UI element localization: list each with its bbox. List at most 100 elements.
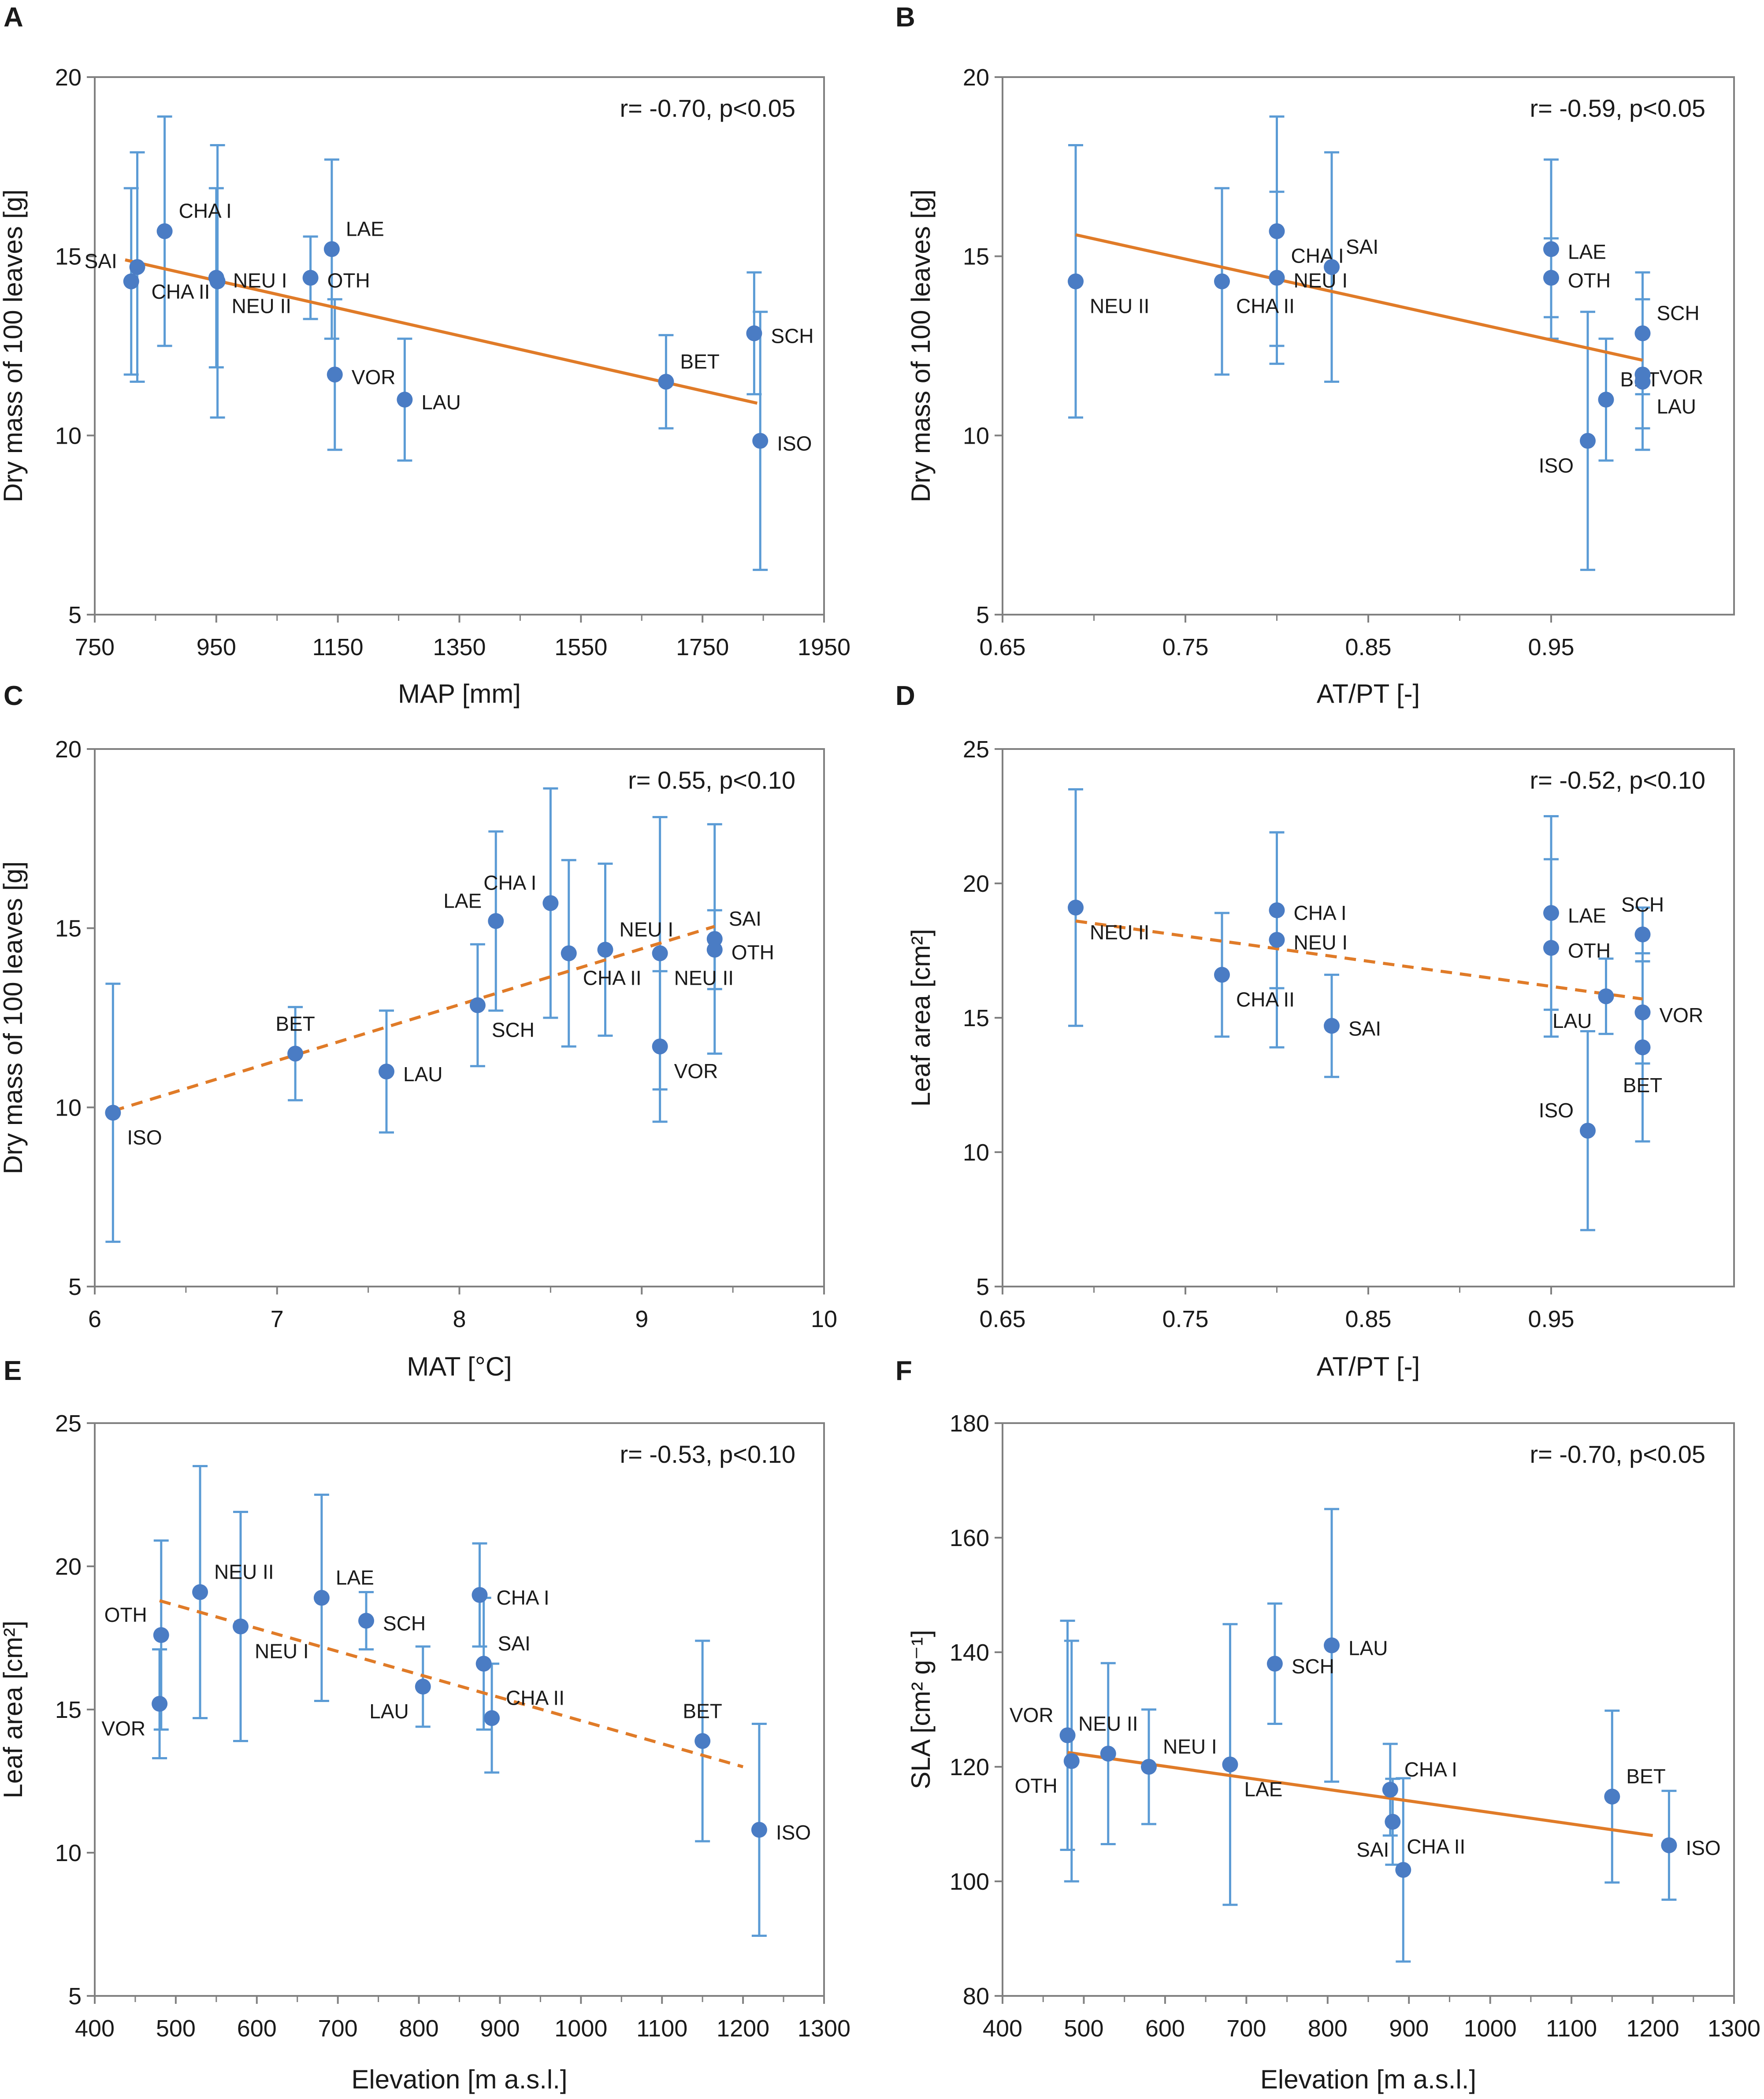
y-tick-label: 100 [950,1869,989,1895]
point-label: LAU [421,391,460,414]
y-tick-label: 20 [963,64,989,91]
data-point [652,945,668,961]
point-label: CHA II [1236,988,1295,1011]
data-point [1214,273,1230,289]
point-label: SCH [771,325,813,348]
data-point [415,1679,431,1695]
data-point [1580,433,1596,449]
x-tick-label: 1350 [433,634,486,660]
y-tick-label: 20 [963,871,989,897]
y-axis-title: Leaf area [cm²] [906,929,936,1107]
data-point [397,392,413,408]
x-tick-label: 600 [237,2015,277,2042]
y-tick-label: 15 [55,1697,82,1723]
data-point [153,1627,169,1643]
data-point [706,942,723,958]
chart-panel-d: D 0.65 0.75 0.85 0.95 5 10 15 20 25 AT/PT [-] Leaf … [895,681,1735,1381]
point-label: BET [683,1700,722,1723]
data-point [1634,325,1651,341]
x-tick-label: 1950 [798,634,850,660]
point-label: LAE [1568,904,1606,927]
correlation-annotation: r= -0.52, p<0.10 [1530,766,1705,794]
point-label: SAI [85,250,117,273]
data-point [1222,1756,1238,1773]
x-tick-label: 400 [75,2015,115,2042]
data-point [105,1105,121,1121]
data-point [1266,1656,1283,1672]
data-point [379,1064,394,1079]
point-label: ISO [777,432,812,455]
point-label: VOR [352,366,396,389]
chart-panel-e: E 400 500 600 700 800 900 1000 1100 1200 1300 5 10 15… [0,1356,850,2094]
point-label: NEU I [1163,1735,1217,1758]
x-tick-label: 1000 [554,2015,607,2042]
point-label: SCH [1621,893,1664,916]
x-tick-label: 700 [1226,2015,1266,2042]
x-tick-label: 7 [271,1306,284,1332]
y-tick-label: 20 [55,64,82,91]
x-tick-label: 1550 [554,634,607,660]
point-label: CHA I [179,200,232,223]
x-tick-label: 0.95 [1528,1306,1574,1332]
point-label: ISO [776,1821,811,1844]
y-tick-label: 160 [950,1525,989,1551]
point-label: NEU I [233,269,287,292]
y-tick-label: 15 [963,244,989,270]
chart-panel-a: A 750 950 1150 1350 1550 1750 1950 5 10 15 20 MAP [m… [0,2,850,708]
plot-frame [1002,76,1735,616]
plot-frame [94,76,825,616]
data-point [472,1587,488,1603]
x-tick-label: 800 [399,2015,439,2042]
panel-letter: C [4,681,23,711]
y-tick-label: 140 [950,1639,989,1666]
data-point [313,1590,330,1606]
point-label: SAI [1348,1017,1381,1040]
data-point [469,997,486,1013]
data-point [1269,270,1285,286]
y-axis-title: SLA [cm² g⁻¹] [906,1630,936,1789]
data-point [746,325,762,341]
x-tick-label: 950 [197,634,236,660]
panel-letter: E [4,1356,22,1386]
point-label: SAI [729,907,761,930]
point-label: OTH [732,941,774,964]
data-point [1598,392,1614,408]
correlation-annotation: r= -0.59, p<0.05 [1530,94,1705,122]
point-label: NEU II [674,967,734,990]
y-tick-label: 15 [55,916,82,942]
correlation-annotation: r= -0.53, p<0.10 [620,1440,795,1468]
point-label: CHA II [506,1687,564,1710]
x-tick-label: 1750 [676,634,729,660]
x-tick-label: 0.75 [1162,1306,1208,1332]
y-tick-label: 80 [963,1983,989,2010]
point-label: NEU II [1078,1712,1138,1735]
x-tick-label: 1200 [717,2015,769,2042]
x-tick-label: 0.65 [979,1306,1025,1332]
point-label: NEU I [255,1640,309,1663]
y-tick-label: 5 [68,1983,82,2010]
data-point [1382,1782,1398,1798]
x-tick-label: 1000 [1464,2015,1517,2042]
data-point [1269,932,1285,948]
data-point [192,1584,208,1600]
point-label: SCH [492,1019,535,1042]
x-tick-label: 8 [453,1306,466,1332]
point-label: LAU [369,1700,409,1723]
y-tick-label: 5 [976,1274,989,1300]
y-tick-label: 15 [55,244,82,270]
point-label: BET [1623,1074,1662,1097]
point-label: BET [1626,1765,1665,1788]
x-tick-label: 0.75 [1162,634,1208,660]
point-label: CHA I [496,1586,549,1609]
data-point [597,942,613,958]
point-label: CHA II [583,967,642,990]
data-point [1634,926,1651,942]
y-tick-label: 20 [55,1554,82,1580]
data-point [123,273,139,289]
point-label: CHA I [483,871,536,894]
data-point [1214,967,1230,983]
data-point [1543,270,1559,286]
point-label: VOR [1010,1704,1054,1727]
point-label: ISO [127,1126,162,1149]
trend-line [1075,919,1643,1001]
